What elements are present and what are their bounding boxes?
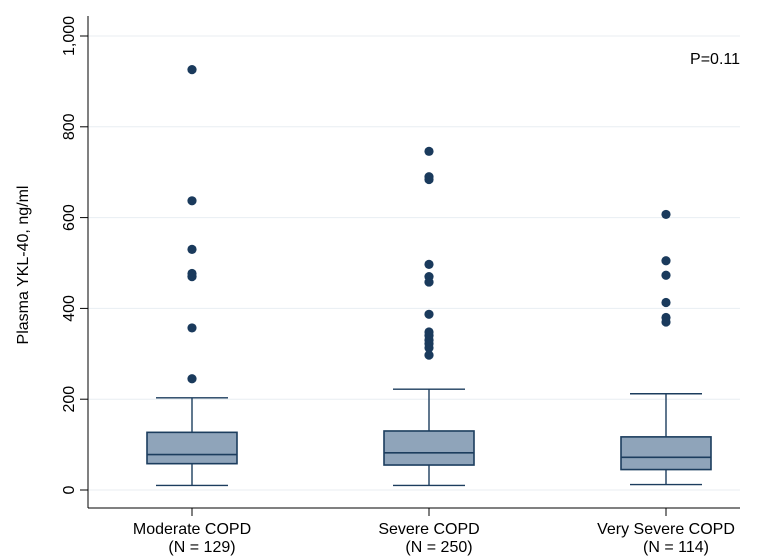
- y-tick-label: 800: [61, 113, 78, 140]
- category-n-label: (N = 114): [643, 539, 709, 556]
- y-tick-label: 200: [61, 386, 78, 413]
- category-label: Very Severe COPD: [597, 521, 735, 538]
- outlier-point: [661, 313, 670, 322]
- outlier-point: [187, 374, 196, 383]
- grid-lines: [88, 36, 740, 490]
- outlier-point: [424, 172, 433, 181]
- outlier-point: [187, 196, 196, 205]
- outlier-point: [424, 327, 433, 336]
- y-tick-label: 0: [61, 485, 78, 494]
- p-value-annotation: P=0.11: [690, 51, 740, 68]
- category-label: Moderate COPD: [133, 521, 251, 538]
- boxes: [147, 65, 711, 485]
- category-label: Severe COPD: [378, 521, 479, 538]
- outlier-point: [661, 298, 670, 307]
- box-iqr: [147, 432, 237, 463]
- y-axis-title: Plasma YKL-40, ng/ml: [15, 186, 32, 345]
- y-tick-label: 1,000: [61, 16, 78, 56]
- outlier-point: [187, 245, 196, 254]
- box-iqr: [621, 437, 711, 470]
- outlier-point: [424, 260, 433, 269]
- box-group: [147, 65, 237, 485]
- outlier-point: [661, 210, 670, 219]
- outlier-point: [661, 256, 670, 265]
- outlier-point: [424, 147, 433, 156]
- outlier-point: [424, 310, 433, 319]
- box-iqr: [384, 431, 474, 465]
- outlier-point: [187, 65, 196, 74]
- category-n-label: (N = 129): [168, 539, 235, 556]
- x-axis: Moderate COPD(N = 129) Severe COPD(N = 25…: [88, 508, 740, 556]
- outlier-point: [187, 323, 196, 332]
- y-axis: 0 200 400 600 800 1,000: [61, 16, 88, 508]
- outlier-point: [424, 272, 433, 281]
- outlier-point: [187, 269, 196, 278]
- category-n-label: (N = 250): [405, 539, 472, 556]
- y-tick-label: 400: [61, 295, 78, 322]
- y-tick-label: 600: [61, 204, 78, 231]
- outlier-point: [661, 271, 670, 280]
- box-group: [384, 147, 474, 486]
- box-group: [621, 210, 711, 485]
